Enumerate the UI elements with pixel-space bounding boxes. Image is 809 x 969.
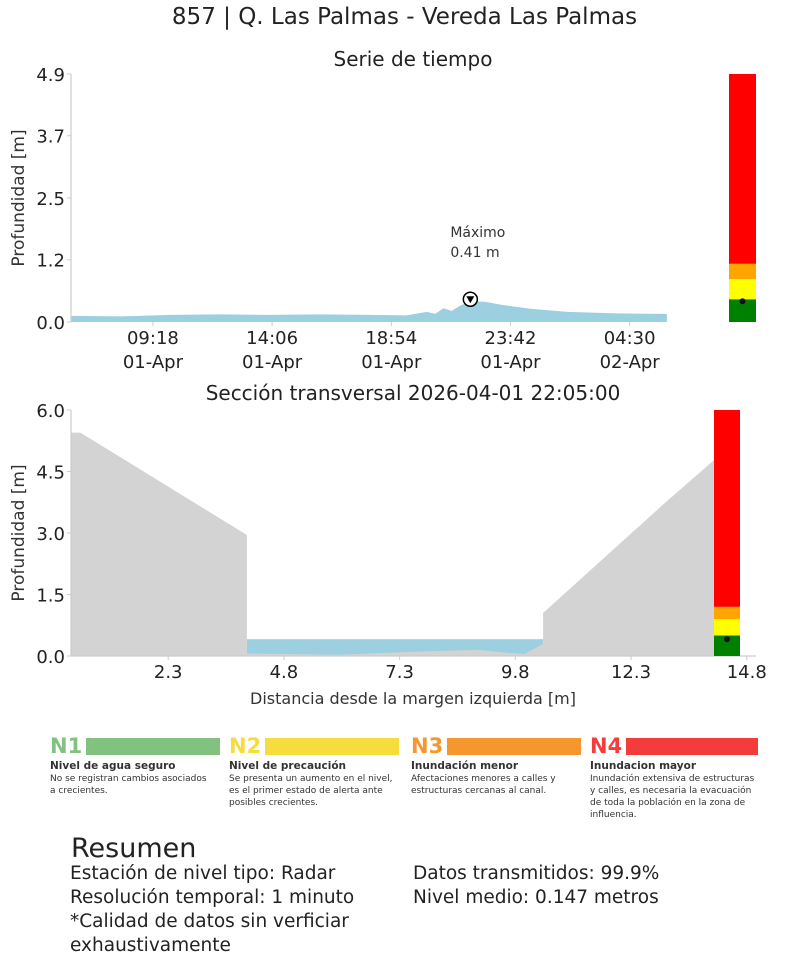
time-series-xtick-time: 18:54 <box>365 328 417 349</box>
cross-section-ylabel: Profundidad [m] <box>9 464 29 601</box>
legend-n2-swatch <box>265 737 399 755</box>
summary-title: Resumen <box>71 833 197 864</box>
time-series-levelbar-level-1 <box>729 299 756 322</box>
max-annotation-label: Máximo <box>450 225 505 241</box>
cross-section-levelbar-current-dot <box>724 636 730 643</box>
time-series-chart: Serie de tiempo 0.0 1.2 2.5 3.7 4.9 09:18 01-A… <box>9 47 756 373</box>
time-series-title: Serie de tiempo <box>334 47 493 71</box>
legend-n2-name: Nivel de precaución <box>229 760 347 772</box>
time-series-levelbar-level-2 <box>729 278 756 300</box>
cross-section-ytick-label: 0.0 <box>36 647 65 668</box>
time-series-xtick-date: 01-Apr <box>480 352 541 373</box>
time-series-levelbar-level-4 <box>729 74 756 264</box>
cross-section-levelbar-level-1 <box>714 635 740 656</box>
cross-section-terrain <box>71 432 738 656</box>
time-series-ytick-label: 4.9 <box>36 65 65 86</box>
cross-section-xtick-label: 12.3 <box>611 662 651 683</box>
legend-n4: N4 Inundacion mayor Inundación extensiva… <box>590 734 758 821</box>
summary-resolution: Resolución temporal: 1 minuto <box>70 887 355 908</box>
cross-section-xtick-label: 14.8 <box>727 662 767 683</box>
legend-n3-desc: Afectaciones menores a calles y estructu… <box>411 774 556 796</box>
max-annotation-value: 0.41 m <box>450 245 499 261</box>
time-series-xtick-date: 01-Apr <box>361 352 422 373</box>
summary-quality-note: *Calidad de datos sin verficiar <box>70 911 349 932</box>
time-series-ytick-label: 3.7 <box>36 127 65 148</box>
legend-n1-name: Nivel de agua seguro <box>50 760 176 772</box>
cross-section-xtick-label: 4.8 <box>270 662 299 683</box>
legend-n4-name: Inundacion mayor <box>590 760 697 772</box>
legend-n3-swatch <box>447 737 581 755</box>
cross-section-xtick-label: 2.3 <box>154 662 183 683</box>
legend-n2: N2 Nivel de precaución Se presenta un au… <box>229 734 399 809</box>
cross-section-xtick-label: 9.8 <box>501 662 530 683</box>
cross-section-chart: Sección transversal 2026-04-01 22:05:00 … <box>9 381 767 708</box>
cross-section-levelbar-level-2 <box>714 619 740 636</box>
summary-station-type: Estación de nivel tipo: Radar <box>70 863 336 884</box>
time-series-xtick-time: 09:18 <box>127 328 179 349</box>
time-series-xtick-time: 14:06 <box>246 328 298 349</box>
legend-n1: N1 Nivel de agua seguro No se registran … <box>50 734 220 797</box>
max-marker-arrow <box>466 296 475 304</box>
time-series-levelbar-current-dot <box>739 298 746 305</box>
time-series-ytick-label: 1.2 <box>36 251 65 272</box>
legend-n4-code: N4 <box>590 734 623 758</box>
summary-mean-level: Nivel medio: 0.147 metros <box>413 887 659 908</box>
cross-section-levelbar-level-3 <box>714 606 740 620</box>
legend-n1-desc: No se registran cambios asociados a crec… <box>50 774 207 796</box>
time-series-ytick-label: 0.0 <box>36 313 65 334</box>
charts-canvas: Serie de tiempo 0.0 1.2 2.5 3.7 4.9 09:18 01-A… <box>9 47 767 708</box>
time-series-levelbar-level-3 <box>729 263 756 279</box>
time-series-ylabel: Profundidad [m] <box>9 129 29 266</box>
page-title: 857 | Q. Las Palmas - Vereda Las Palmas <box>171 4 638 30</box>
legend-n3-name: Inundación menor <box>411 760 519 772</box>
time-series-xtick-time: 04:30 <box>604 328 656 349</box>
cross-section-xtick-label: 7.3 <box>385 662 414 683</box>
summary-data-transmitted: Datos transmitidos: 99.9% <box>413 863 660 884</box>
legend-n4-swatch <box>626 737 758 755</box>
time-series-xtick-time: 23:42 <box>485 328 537 349</box>
cross-section-ytick-label: 6.0 <box>36 401 65 422</box>
cross-section-ytick-label: 1.5 <box>36 586 65 607</box>
legend-n3-code: N3 <box>411 734 444 758</box>
legend-n1-code: N1 <box>50 734 83 758</box>
cross-section-ytick-label: 4.5 <box>36 463 65 484</box>
time-series-ytick-label: 2.5 <box>36 189 65 210</box>
time-series-xtick-date: 02-Apr <box>600 352 661 373</box>
cross-section-title: Sección transversal 2026-04-01 22:05:00 <box>206 381 621 405</box>
cross-section-xlabel: Distancia desde la margen izquierda [m] <box>250 689 576 708</box>
legend-n4-desc: Inundación extensiva de estructuras y ca… <box>590 774 755 820</box>
time-series-xtick-date: 01-Apr <box>242 352 303 373</box>
time-series-xtick-date: 01-Apr <box>123 352 184 373</box>
legend-n1-swatch <box>86 737 220 755</box>
legend-n2-code: N2 <box>229 734 262 758</box>
cross-section-levelbar-level-4 <box>714 410 740 607</box>
legend-n2-desc: Se presenta un aumento en el nivel, es e… <box>229 774 393 808</box>
cross-section-ytick-label: 3.0 <box>36 524 65 545</box>
legend-n3: N3 Inundación menor Afectaciones menores… <box>411 734 581 797</box>
time-series-area <box>71 301 667 322</box>
summary-quality-note-cont: exhaustivamente <box>70 935 231 956</box>
